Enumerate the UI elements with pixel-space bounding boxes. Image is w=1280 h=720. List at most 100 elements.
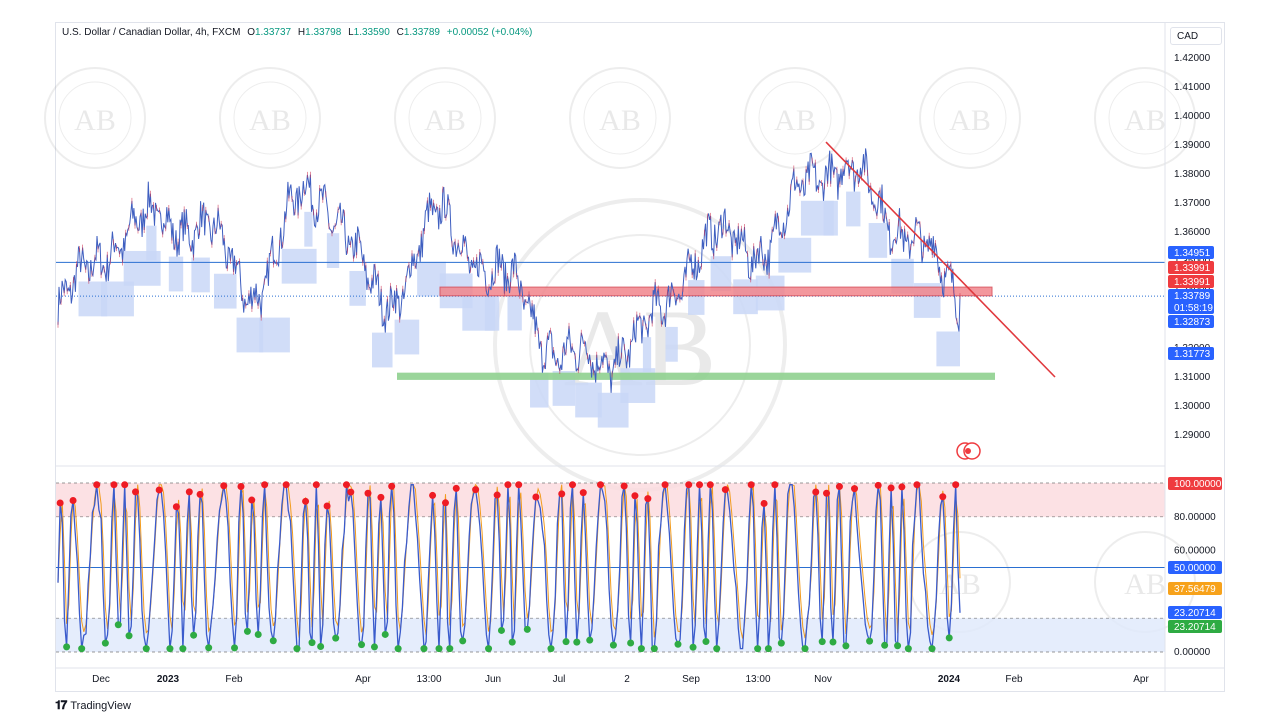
watermark-inner-ring xyxy=(758,81,832,155)
osc-peak-dot xyxy=(452,484,460,492)
trendline xyxy=(825,141,1056,378)
osc-peak-dot xyxy=(155,486,163,494)
watermark-inner-ring xyxy=(58,81,132,155)
tradingview-logo[interactable]: 𝟏𝟕 TradingView xyxy=(55,698,131,713)
close-label: C xyxy=(396,27,404,38)
osc-peak-dot xyxy=(248,496,256,504)
watermark-seal: AB xyxy=(219,67,321,169)
osc-peak-dot xyxy=(172,503,180,511)
osc-badge-label: 37.56479 xyxy=(1174,584,1216,595)
watermark-seal: AB xyxy=(744,67,846,169)
time-tick-label: Dec xyxy=(92,674,110,685)
watermark-big-inner-ring xyxy=(529,234,751,456)
price-badge-1.31773 xyxy=(1168,347,1214,360)
watermark-text: AB xyxy=(1124,104,1166,137)
osc-peak-dot xyxy=(282,481,290,489)
osc-peak-dot xyxy=(429,491,437,499)
osc-trough-dot xyxy=(142,645,150,653)
watermark-text: AB xyxy=(599,104,641,137)
osc-tick-label: 80.00000 xyxy=(1174,512,1216,523)
watermark-inner-ring xyxy=(583,81,657,155)
price-series xyxy=(57,148,961,393)
osc-peak-dot xyxy=(913,481,921,489)
osc-badge-red xyxy=(1168,477,1222,490)
watermark-text: AB xyxy=(74,104,116,137)
watermark-seal: AB xyxy=(569,67,671,169)
brand-label: TradingView xyxy=(70,699,131,712)
watermark-ring xyxy=(219,67,321,169)
price-badge-label: 1.33991 xyxy=(1174,263,1211,274)
tradingview-icon: 𝟏𝟕 xyxy=(55,698,67,712)
price-badge-1.33991 xyxy=(1168,275,1214,288)
osc-trough-dot xyxy=(125,632,133,640)
osc-peak-dot xyxy=(131,488,139,496)
osc-peak-dot xyxy=(441,499,449,507)
currency-button[interactable]: CAD xyxy=(1170,27,1222,45)
osc-trough-dot xyxy=(332,634,340,642)
osc-peak-dot xyxy=(579,489,587,497)
osc-peak-dot xyxy=(185,488,193,496)
osc-trough-dot xyxy=(881,641,889,649)
osc-peak-dot xyxy=(747,481,755,489)
support-box xyxy=(936,331,960,367)
symbol-title[interactable]: U.S. Dollar / Canadian Dollar, 4h, FXCM xyxy=(62,27,241,38)
osc-peak-dot xyxy=(493,491,501,499)
close-value: 1.33789 xyxy=(403,27,440,38)
price-badge-label: 1.33789 xyxy=(1174,291,1211,302)
time-tick-label: 2023 xyxy=(157,674,180,685)
time-tick-label: 2 xyxy=(624,674,630,685)
osc-badge-orange xyxy=(1168,582,1222,595)
osc-peak-dot xyxy=(261,481,269,489)
price-tick-label: 1.42000 xyxy=(1174,53,1211,64)
price-tick-label: 1.39000 xyxy=(1174,140,1211,151)
osc-peak-dot xyxy=(685,481,693,489)
ohlc-legend: U.S. Dollar / Canadian Dollar, 4h, FXCM … xyxy=(62,27,532,38)
osc-trough-dot xyxy=(269,637,277,645)
osc-trough-dot xyxy=(370,643,378,651)
time-tick-label: Jul xyxy=(553,674,566,685)
price-badge-label: 1.31773 xyxy=(1174,349,1211,360)
osc-peak-dot xyxy=(302,497,310,505)
price-badge-label: 1.34951 xyxy=(1174,248,1211,259)
support-box xyxy=(642,337,652,372)
osc-trough-dot xyxy=(497,626,505,634)
price-badge-1.34951 xyxy=(1168,246,1214,259)
osc-trough-dot xyxy=(317,643,325,651)
osc-peak-dot xyxy=(596,481,604,489)
price-badge-1.32873 xyxy=(1168,315,1214,328)
osc-trough-dot xyxy=(485,645,493,653)
watermark-ring xyxy=(569,67,671,169)
osc-trough-dot xyxy=(904,645,912,653)
osc-peak-dot xyxy=(760,499,768,507)
price-tick-label: 1.38000 xyxy=(1174,169,1211,180)
osc-badge-label: 23.20714 xyxy=(1174,622,1216,633)
osc-peak-dot xyxy=(56,499,64,507)
osc-trough-dot xyxy=(243,627,251,635)
open-value: 1.33737 xyxy=(254,27,292,38)
watermark-ring xyxy=(1094,67,1196,169)
support-box xyxy=(281,248,317,284)
support-box xyxy=(823,200,834,236)
price-badge-1.33991 xyxy=(1168,261,1214,274)
osc-peak-dot xyxy=(631,492,639,500)
watermark-text: AB xyxy=(1124,568,1166,601)
time-tick-label: 2024 xyxy=(938,674,961,685)
price-tick-label: 1.29000 xyxy=(1174,430,1211,441)
osc-peak-dot xyxy=(504,481,512,489)
watermark-text: AB xyxy=(949,104,991,137)
support-box xyxy=(778,237,812,273)
osc-peak-dot xyxy=(364,489,372,497)
osc-trough-dot xyxy=(254,631,262,639)
osc-peak-dot xyxy=(472,486,480,494)
support-box xyxy=(530,372,549,408)
change-value: +0.00052 (+0.04%) xyxy=(446,27,533,38)
osc-peak-dot xyxy=(952,481,960,489)
support-box xyxy=(484,295,496,331)
osc-trough-dot xyxy=(446,645,454,653)
support-box xyxy=(846,191,861,227)
osc-peak-dot xyxy=(312,481,320,489)
osc-trough-dot xyxy=(205,644,213,652)
osc-trough-dot xyxy=(637,645,645,653)
osc-peak-dot xyxy=(69,497,77,505)
